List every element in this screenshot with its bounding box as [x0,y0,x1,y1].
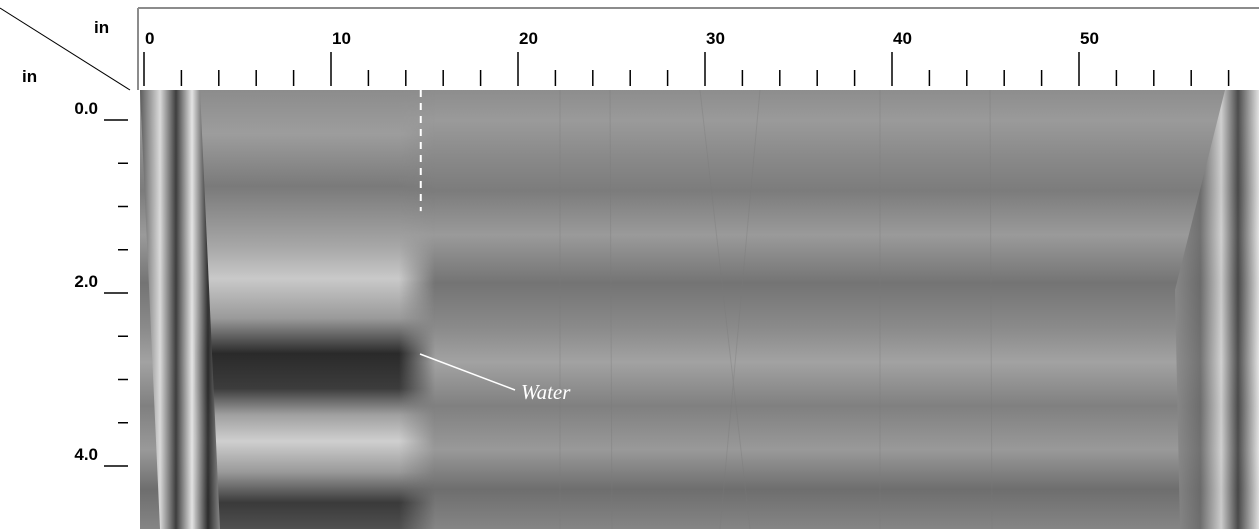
corner-top-unit: in [94,18,109,37]
top-axis-label: 30 [706,29,725,48]
left-axis-label: 0.0 [74,99,98,118]
top-axis-label: 0 [145,29,154,48]
left-axis-labels: 0.0 2.0 4.0 [74,99,98,464]
top-axis-label: 40 [893,29,912,48]
left-axis-ticks [104,119,128,467]
radar-scan-image [140,89,1259,529]
water-label: Water [521,380,571,404]
top-ruler: 0 10 20 30 40 50 [137,7,1259,90]
top-axis-label: 10 [332,29,351,48]
water-annotation: Water [419,353,571,404]
top-axis-label: 20 [519,29,538,48]
left-ruler: 0.0 2.0 4.0 [74,99,128,467]
corner-left-unit: in [22,67,37,86]
left-axis-label: 2.0 [74,272,98,291]
top-axis-label: 50 [1080,29,1099,48]
left-axis-label: 4.0 [74,445,98,464]
top-axis-ticks [143,52,1230,86]
corner-units: in in [0,7,131,91]
top-axis-labels: 0 10 20 30 40 50 [145,29,1099,48]
